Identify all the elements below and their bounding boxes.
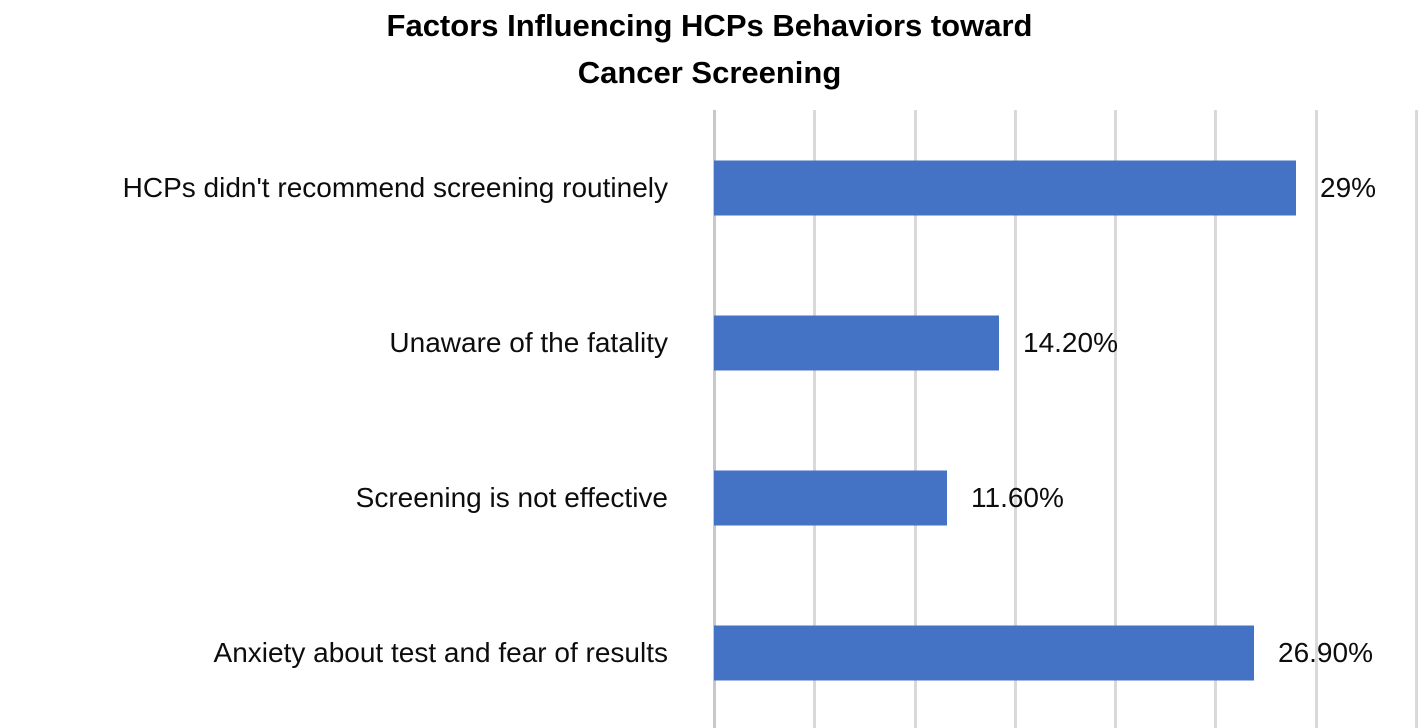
chart-title-line-2: Cancer Screening (577, 55, 842, 90)
y-axis-line (713, 110, 716, 728)
bar (714, 625, 1254, 680)
gridline (1315, 110, 1318, 728)
value-label: 26.90% (1278, 636, 1373, 668)
bar-row: Screening is not effective 11.60% (0, 420, 1419, 575)
value-label: 14.20% (1023, 326, 1118, 358)
gridline (1114, 110, 1117, 728)
value-label: 29% (1320, 171, 1377, 203)
gridline (1415, 110, 1418, 728)
gridline (1014, 110, 1017, 728)
gridline (914, 110, 917, 728)
chart-title: Factors Influencing HCPs Behaviors towar… (0, 2, 1419, 96)
gridline (1214, 110, 1217, 728)
value-label: 11.60% (971, 481, 1064, 513)
bar-row: HCPs didn't recommend screening routinel… (0, 110, 1419, 265)
bar-row: Anxiety about test and fear of results 26… (0, 575, 1419, 728)
gridline (813, 110, 816, 728)
bar (714, 315, 999, 370)
bar-row: Unaware of the fatality 14.20% (0, 265, 1419, 420)
category-label: HCPs didn't recommend screening routinel… (122, 171, 668, 203)
bar (714, 470, 947, 525)
category-label: Unaware of the fatality (389, 326, 668, 358)
category-label: Screening is not effective (355, 481, 668, 513)
chart-title-line-1: Factors Influencing HCPs Behaviors towar… (386, 8, 1033, 43)
category-label: Anxiety about test and fear of results (213, 636, 668, 668)
bar (714, 160, 1296, 215)
